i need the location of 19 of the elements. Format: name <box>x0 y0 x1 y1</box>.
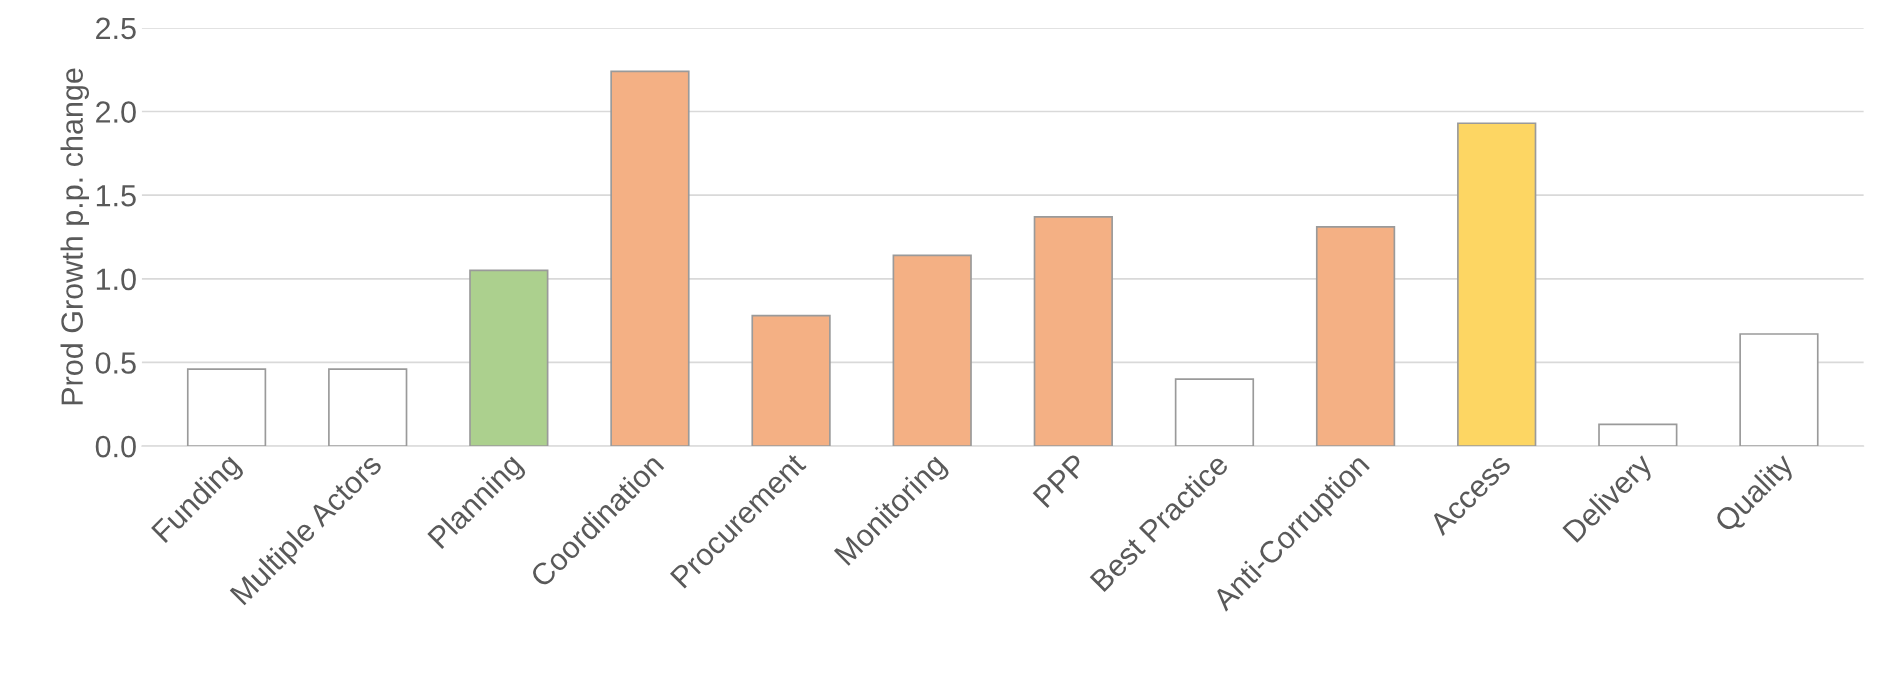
bar <box>328 368 408 447</box>
y-tick-label: 0.5 <box>95 352 136 374</box>
y-tick-label: 2.5 <box>96 17 136 40</box>
bar <box>1598 423 1678 447</box>
bar <box>751 314 831 447</box>
y-tick-label: 1.0 <box>96 268 136 291</box>
bar <box>1739 333 1819 447</box>
y-axis-title: Prod Growth p.p. change <box>60 68 90 405</box>
bar <box>892 254 972 447</box>
bar <box>1457 122 1537 447</box>
y-tick-label: 1.5 <box>96 185 136 207</box>
bar <box>1174 378 1255 447</box>
bar <box>186 368 267 447</box>
y-tick-label: 2.0 <box>96 101 136 123</box>
bar <box>1033 216 1113 447</box>
bar <box>1315 226 1396 447</box>
y-tick-label: 0.0 <box>95 435 136 458</box>
bar <box>610 70 690 447</box>
bar <box>469 269 549 447</box>
